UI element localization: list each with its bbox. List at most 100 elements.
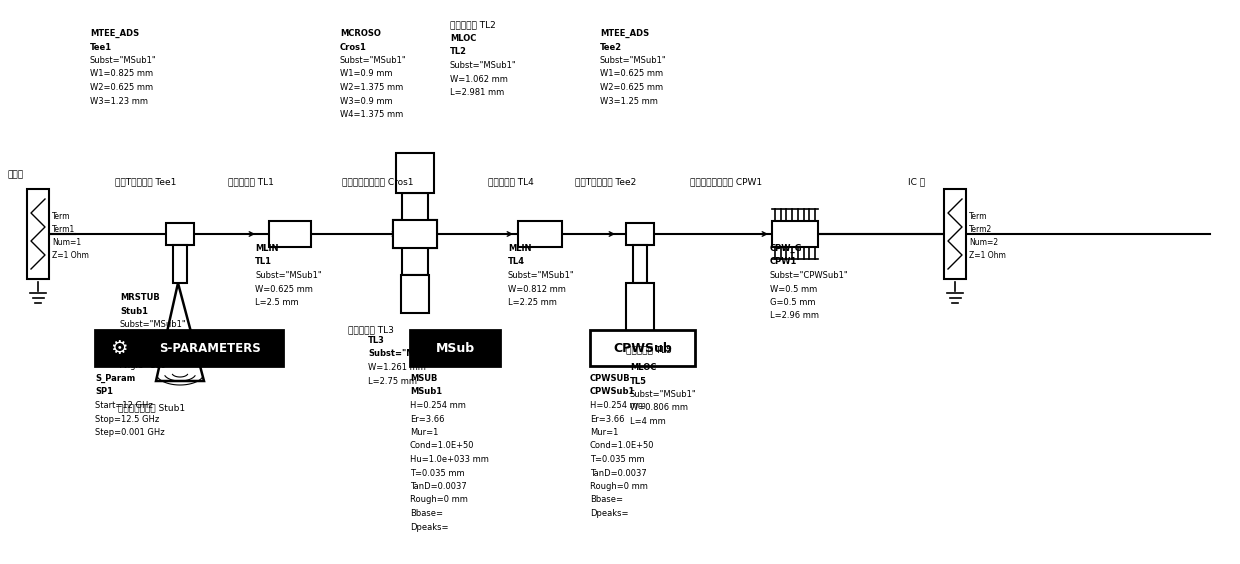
Text: W=0.5 mm: W=0.5 mm (770, 284, 817, 293)
Text: Subst="MSub1": Subst="MSub1" (91, 56, 156, 65)
Text: 第一扇形微带线 Stub1: 第一扇形微带线 Stub1 (118, 403, 185, 412)
Text: MTEE_ADS: MTEE_ADS (91, 29, 139, 38)
Text: W3=1.23 mm: W3=1.23 mm (91, 96, 148, 105)
Bar (393, 220, 436, 248)
Text: T=0.035 mm: T=0.035 mm (590, 455, 645, 464)
Text: Subst="MSub1": Subst="MSub1" (508, 271, 574, 280)
Text: Angle=110: Angle=110 (120, 360, 167, 369)
Text: MLIN: MLIN (255, 244, 279, 253)
Text: 第一微带线 TL1: 第一微带线 TL1 (228, 177, 274, 186)
Text: ⚙: ⚙ (110, 338, 128, 358)
Text: MLIN: MLIN (508, 244, 532, 253)
Text: 第一T型微带线 Tee1: 第一T型微带线 Tee1 (115, 177, 176, 186)
Text: MLOC: MLOC (450, 34, 476, 43)
Text: Er=3.66: Er=3.66 (410, 415, 444, 424)
Text: W2=1.375 mm: W2=1.375 mm (340, 83, 403, 92)
Text: W=0.806 mm: W=0.806 mm (630, 403, 688, 412)
Text: L=2.981 mm: L=2.981 mm (450, 88, 505, 97)
Text: MSub: MSub (435, 341, 475, 355)
Text: W1=0.9 mm: W1=0.9 mm (340, 69, 393, 78)
Bar (396, 153, 434, 193)
Text: Num=1: Num=1 (52, 238, 81, 247)
Text: W3=0.9 mm: W3=0.9 mm (340, 96, 393, 105)
Text: L=2.75 mm: L=2.75 mm (368, 377, 417, 386)
Text: Subst="MSub1": Subst="MSub1" (340, 56, 407, 65)
Text: T=0.035 mm: T=0.035 mm (410, 469, 465, 478)
Text: S-PARAMETERS: S-PARAMETERS (159, 341, 260, 355)
Text: Bbase=: Bbase= (410, 509, 443, 518)
Text: Subst="MSub1": Subst="MSub1" (450, 61, 517, 70)
Text: Hu=1.0e+033 mm: Hu=1.0e+033 mm (410, 455, 489, 464)
Text: H=0.254 mm: H=0.254 mm (590, 401, 646, 410)
Text: Subst="CPWSub1": Subst="CPWSub1" (770, 271, 848, 280)
Text: Subst="MSub1": Subst="MSub1" (120, 320, 187, 329)
Text: TanD=0.0037: TanD=0.0037 (590, 469, 647, 478)
Text: Rough=0 mm: Rough=0 mm (590, 482, 647, 491)
Text: L=2.25 mm: L=2.25 mm (508, 298, 557, 307)
Text: Subst="MSub1": Subst="MSub1" (630, 390, 697, 399)
Text: Num=2: Num=2 (968, 238, 998, 247)
Text: W=1.062 mm: W=1.062 mm (450, 74, 508, 83)
Text: TL1: TL1 (255, 258, 272, 267)
Text: Term: Term (52, 212, 71, 221)
Text: L=2.96 mm: L=2.96 mm (770, 311, 818, 320)
Text: Start=12 GHz: Start=12 GHz (95, 401, 153, 410)
Text: MRSTUB: MRSTUB (120, 293, 160, 302)
Text: Wr=0.4375 mm: Wr=0.4375 mm (120, 333, 186, 342)
Text: Er=3.66: Er=3.66 (590, 415, 625, 424)
Bar (27, 189, 50, 279)
Text: 第二T型微带线 Tee2: 第二T型微带线 Tee2 (575, 177, 636, 186)
Text: L=2.5 mm: L=2.5 mm (255, 298, 299, 307)
Text: Stop=12.5 GHz: Stop=12.5 GHz (95, 415, 159, 424)
Text: H=0.254 mm: H=0.254 mm (410, 401, 466, 410)
Text: Z=1 Ohm: Z=1 Ohm (52, 251, 89, 260)
Text: CPWSub1: CPWSub1 (590, 387, 635, 396)
Text: CPW1: CPW1 (770, 258, 797, 267)
Text: W=1.261 mm: W=1.261 mm (368, 363, 425, 372)
Bar (944, 189, 966, 279)
Bar (626, 223, 653, 245)
Bar (166, 223, 193, 245)
Bar (590, 330, 694, 366)
Text: 第五微带线 TL5: 第五微带线 TL5 (626, 345, 672, 354)
Text: MSUB: MSUB (410, 374, 438, 383)
Text: Subst="MSub1": Subst="MSub1" (600, 56, 667, 65)
Text: Term2: Term2 (968, 225, 992, 234)
Text: Tee2: Tee2 (600, 42, 622, 51)
Text: S_Param: S_Param (95, 374, 135, 383)
Text: TL2: TL2 (450, 47, 467, 56)
Text: L=2.22 mm: L=2.22 mm (120, 347, 169, 356)
Bar (626, 283, 653, 333)
Text: Term1: Term1 (52, 225, 76, 234)
Text: Z=1 Ohm: Z=1 Ohm (968, 251, 1006, 260)
Text: Step=0.001 GHz: Step=0.001 GHz (95, 428, 165, 437)
Text: Stub1: Stub1 (120, 306, 148, 315)
Text: TanD=0.0037: TanD=0.0037 (410, 482, 466, 491)
Text: Subst="MSub1": Subst="MSub1" (368, 350, 443, 359)
Text: CPWSub: CPWSub (613, 341, 672, 355)
Text: W3=1.25 mm: W3=1.25 mm (600, 96, 658, 105)
Text: MTEE_ADS: MTEE_ADS (600, 29, 649, 38)
Text: W=0.625 mm: W=0.625 mm (255, 284, 312, 293)
Text: MLOC: MLOC (630, 363, 656, 372)
Text: L=4 mm: L=4 mm (630, 417, 666, 426)
Text: Cond=1.0E+50: Cond=1.0E+50 (590, 442, 655, 451)
Text: W2=0.625 mm: W2=0.625 mm (91, 83, 153, 92)
Bar (410, 330, 500, 366)
Text: CPWSUB: CPWSUB (590, 374, 631, 383)
Text: MSub1: MSub1 (410, 387, 443, 396)
Text: Rough=0 mm: Rough=0 mm (410, 496, 467, 505)
Bar (402, 193, 428, 275)
Text: TL4: TL4 (508, 258, 525, 267)
Text: W2=0.625 mm: W2=0.625 mm (600, 83, 663, 92)
Text: Bbase=: Bbase= (590, 496, 622, 505)
Text: Cond=1.0E+50: Cond=1.0E+50 (410, 442, 475, 451)
Bar (632, 245, 647, 283)
Text: Term: Term (968, 212, 987, 221)
Text: CPW_G: CPW_G (770, 244, 802, 253)
Text: G=0.5 mm: G=0.5 mm (770, 298, 816, 307)
Text: W1=0.625 mm: W1=0.625 mm (600, 69, 663, 78)
Polygon shape (156, 283, 205, 381)
Bar (393, 220, 436, 248)
Text: 第三微带线 TL3: 第三微带线 TL3 (348, 325, 394, 334)
